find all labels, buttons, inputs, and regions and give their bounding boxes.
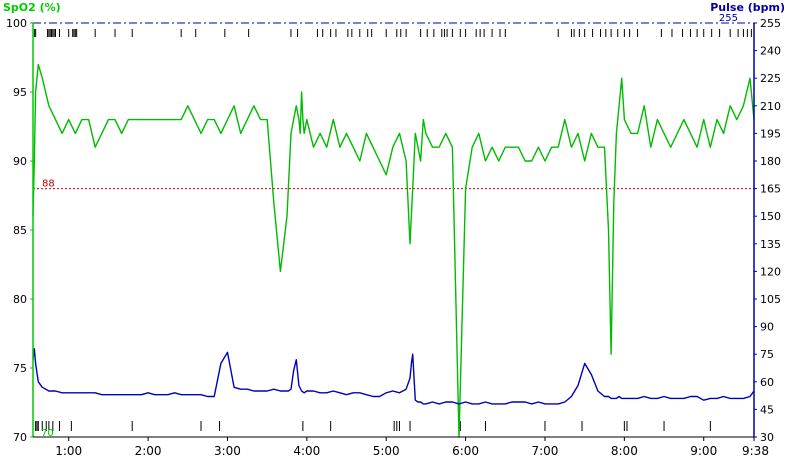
right-axis-tick-label: 45 xyxy=(760,403,774,416)
right-axis-tick-label: 30 xyxy=(760,431,774,444)
left-axis-tick-label: 90 xyxy=(13,155,27,168)
right-axis-tick-label: 75 xyxy=(760,348,774,361)
labels-layer: 88 100 95 90 85 80 75 70 SpO2 (%) 255 240 225 210 195… xyxy=(3,1,785,458)
bottom-axis-tick-label: 5:00 xyxy=(373,444,400,458)
left-axis-tick-label: 75 xyxy=(13,362,27,375)
top-limit-label: 255 xyxy=(719,13,738,24)
threshold-label: 88 xyxy=(42,179,55,190)
left-axis-tick-label: 85 xyxy=(13,224,27,237)
bottom-axis-tick-label: 3:00 xyxy=(214,444,241,458)
left-axis-tick-label: 95 xyxy=(13,86,27,99)
right-axis-tick-label: 195 xyxy=(760,127,781,140)
right-axis-tick-label: 225 xyxy=(760,72,781,85)
right-axis-tick-label: 210 xyxy=(760,100,781,113)
right-axis-tick-label: 240 xyxy=(760,45,781,58)
bottom-axis-tick-label: 7:00 xyxy=(531,444,558,458)
right-axis-tick-label: 105 xyxy=(760,293,781,306)
corner-label: 70 xyxy=(41,428,54,439)
right-axis-tick-label: 165 xyxy=(760,183,781,196)
bottom-axis-tick-label: 9:00 xyxy=(690,444,717,458)
bottom-axis-tick-label: 4:00 xyxy=(293,444,320,458)
right-axis-tick-label: 180 xyxy=(760,155,781,168)
right-axis-tick-label: 135 xyxy=(760,238,781,251)
plot-area xyxy=(33,23,754,437)
bottom-axis-tick-label: 8:00 xyxy=(611,444,638,458)
axes-layer xyxy=(30,22,757,441)
bottom-axis-tick-label: 9:38 xyxy=(742,444,769,458)
right-axis-tick-label: 60 xyxy=(760,376,774,389)
left-axis-tick-label: 70 xyxy=(13,431,27,444)
right-axis-title: Pulse (bpm) xyxy=(710,1,785,14)
right-axis-tick-label: 150 xyxy=(760,210,781,223)
series-line-pulse xyxy=(32,348,755,405)
right-axis-tick-label: 90 xyxy=(760,321,774,334)
bottom-axis-tick-label: 6:00 xyxy=(452,444,479,458)
event-markers xyxy=(33,29,752,431)
left-axis-tick-label: 100 xyxy=(6,17,27,30)
left-axis-title: SpO2 (%) xyxy=(3,1,61,14)
right-axis-tick-label: 255 xyxy=(760,17,781,30)
bottom-axis-tick-label: 2:00 xyxy=(135,444,162,458)
bottom-axis-tick-label: 1:00 xyxy=(55,444,82,458)
left-axis-tick-label: 80 xyxy=(13,293,27,306)
grid-layer xyxy=(33,22,754,437)
series-line-spo2 xyxy=(32,63,755,438)
series-layer xyxy=(32,63,755,438)
right-axis-tick-label: 120 xyxy=(760,265,781,278)
